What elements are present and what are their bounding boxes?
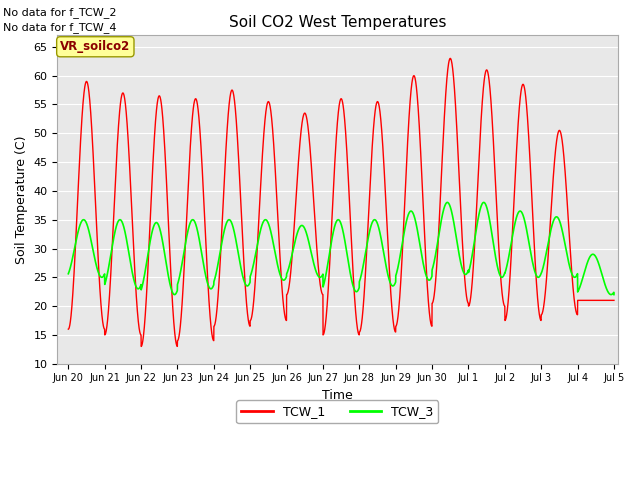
TCW_3 <box>461 271 468 277</box>
TCW_1 <box>138 344 145 349</box>
Title: Soil CO2 West Temperatures: Soil CO2 West Temperatures <box>228 15 446 30</box>
Legend: TCW_1, TCW_3: TCW_1, TCW_3 <box>237 400 438 423</box>
TCW_1 <box>298 120 306 126</box>
TCW_3 <box>298 223 306 228</box>
TCW_3 <box>294 229 301 235</box>
Line: TCW_1: TCW_1 <box>68 59 614 347</box>
TCW_3 <box>444 200 451 205</box>
TCW_1 <box>65 326 72 332</box>
TCW_1 <box>461 279 469 285</box>
TCW_3 <box>593 257 601 263</box>
TCW_1 <box>324 295 332 300</box>
Text: No data for f_TCW_2: No data for f_TCW_2 <box>3 7 116 18</box>
TCW_1 <box>594 298 602 303</box>
Line: TCW_3: TCW_3 <box>68 203 614 295</box>
TCW_3 <box>566 266 574 272</box>
TCW_3 <box>324 263 332 268</box>
Text: No data for f_TCW_4: No data for f_TCW_4 <box>3 22 116 33</box>
Text: VR_soilco2: VR_soilco2 <box>60 40 131 53</box>
TCW_1 <box>566 248 574 254</box>
TCW_3 <box>65 271 72 276</box>
X-axis label: Time: Time <box>322 389 353 402</box>
Y-axis label: Soil Temperature (C): Soil Temperature (C) <box>15 135 28 264</box>
TCW_1 <box>610 298 618 303</box>
TCW_1 <box>294 170 301 176</box>
TCW_1 <box>446 56 454 61</box>
TCW_3 <box>610 292 618 298</box>
